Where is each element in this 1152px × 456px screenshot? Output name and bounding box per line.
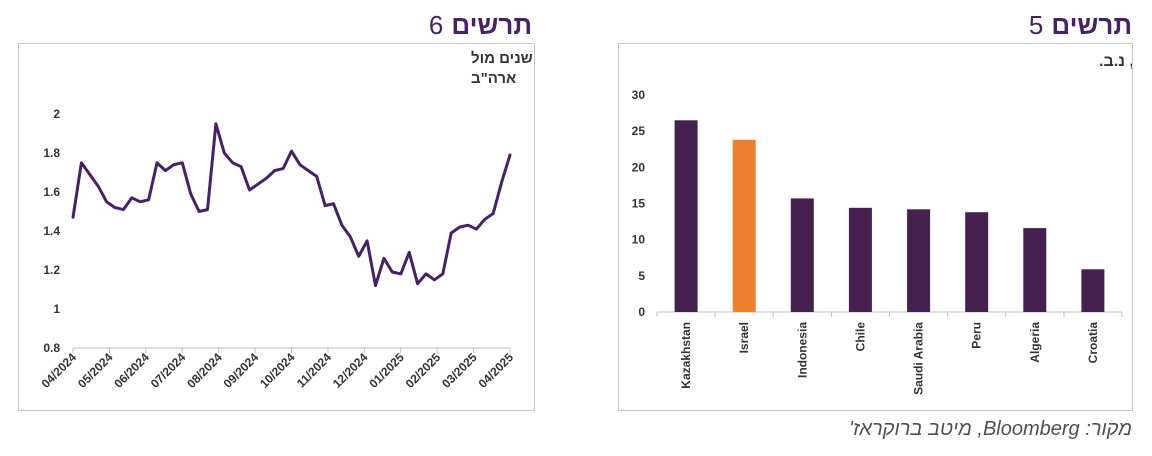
bar-category-label: Croatia — [1086, 322, 1100, 364]
line-y-tick-label: 1 — [53, 302, 60, 316]
figure-6-heading: תרשים6 — [429, 10, 532, 41]
bar-y-tick-label: 5 — [638, 269, 645, 283]
line-series-spread — [71, 122, 512, 288]
line-y-tick-label: 1.2 — [43, 263, 60, 277]
line-x-tick-label: 04/2024 — [39, 350, 80, 391]
line-x-tick-label: 08/2024 — [184, 350, 225, 391]
bar-algeria — [1023, 228, 1047, 312]
bar-y-tick-label: 20 — [632, 160, 646, 174]
bar-category-label: Israel — [737, 322, 751, 353]
line-x-tick-label: 09/2024 — [221, 350, 262, 391]
line-y-tick-label: 2 — [53, 107, 60, 121]
line-chart: פער אג"ח דולרי של ישראל ל-10 שנים מול ארה… — [39, 50, 534, 391]
figure-5-heading: תרשים5 — [1029, 10, 1132, 41]
bar-y-tick-label: 0 — [638, 305, 645, 319]
line-x-tick-label: 10/2024 — [257, 350, 298, 391]
bar-y-tick-label: 15 — [632, 197, 646, 211]
line-x-tick-label: 11/2024 — [294, 350, 334, 390]
bar-peru — [965, 212, 989, 312]
bar-kazakhstan — [674, 120, 698, 312]
line-x-tick-label: 07/2024 — [148, 350, 189, 391]
line-chart-title-line-0: פער אג"ח דולרי של ישראל ל-10 שנים מול — [471, 50, 534, 67]
line-y-tick-label: 1.4 — [43, 224, 60, 238]
bar-category-label: Peru — [970, 322, 984, 349]
line-y-tick-label: 1.6 — [43, 185, 60, 199]
line-y-tick-label: 0.8 — [43, 341, 60, 355]
bar-category-label: Chile — [853, 322, 867, 352]
bar-chart: שינוי בפרמיית הסיכון CDS בשבוע האחרון, נ… — [632, 53, 1132, 395]
bar-chile — [848, 207, 872, 312]
line-x-tick-label: 03/2025 — [439, 350, 480, 391]
line-y-tick-label: 1.8 — [43, 146, 60, 160]
bar-y-tick-label: 25 — [632, 124, 646, 138]
figure-5-heading-word: תרשים — [1051, 10, 1132, 40]
line-x-tick-label: 01/2025 — [366, 350, 407, 391]
bar-category-label: Kazakhstan — [679, 322, 693, 389]
bar-indonesia — [790, 198, 814, 312]
bar-chart-title: שינוי בפרמיית הסיכון CDS בשבוע האחרון, נ… — [1099, 53, 1132, 70]
line-x-tick-label: 02/2025 — [403, 350, 444, 391]
line-chart-panel: פער אג"ח דולרי של ישראל ל-10 שנים מול ארה… — [18, 43, 535, 411]
line-x-tick-label: 04/2025 — [476, 350, 517, 391]
figure-6-heading-number: 6 — [428, 10, 444, 40]
line-x-tick-label: 06/2024 — [111, 350, 152, 391]
bar-category-label: Saudi Arabia — [912, 322, 926, 395]
bar-chart-panel: שינוי בפרמיית הסיכון CDS בשבוע האחרון, נ… — [618, 43, 1133, 411]
bar-saudi-arabia — [907, 209, 931, 312]
figure-5-heading-number: 5 — [1028, 10, 1044, 40]
line-chart-title-line-1: ארה"ב — [471, 70, 516, 87]
line-x-tick-label: 12/2024 — [330, 350, 371, 391]
source-note: מקור: Bloomberg, מיטב ברוקראז' — [849, 418, 1132, 440]
bar-category-label: Algeria — [1028, 322, 1042, 363]
figure-6-heading-word: תרשים — [451, 10, 532, 40]
bar-israel — [732, 139, 756, 312]
bar-y-tick-label: 30 — [632, 88, 646, 102]
bar-category-label: Indonesia — [795, 322, 809, 378]
bar-y-tick-label: 10 — [632, 233, 646, 247]
line-x-tick-label: 05/2024 — [75, 350, 116, 391]
bar-croatia — [1081, 269, 1105, 312]
